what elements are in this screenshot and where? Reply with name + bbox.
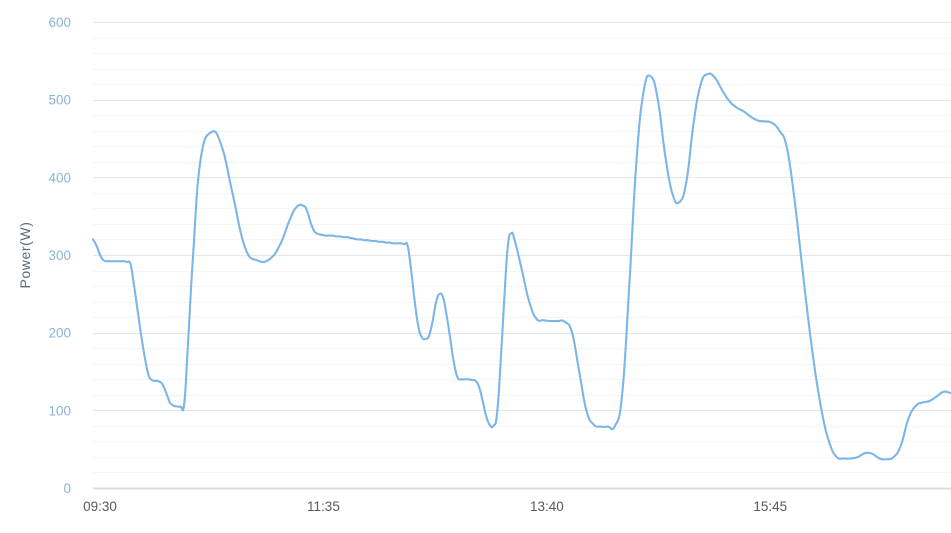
- y-tick-label: 300: [48, 248, 71, 263]
- y-tick-label: 100: [48, 403, 71, 418]
- y-axis-tick-labels: 0 100 200 300 400 500 600: [48, 15, 71, 496]
- series-group: [91, 72, 951, 461]
- x-tick-label: 15:45: [753, 499, 787, 514]
- y-tick-label: 0: [63, 481, 71, 496]
- x-axis-tick-labels: 09:30 11:35 13:40 15:45: [83, 499, 787, 514]
- y-tick-label: 400: [48, 170, 71, 185]
- major-gridlines: [93, 21, 951, 490]
- power-series-line: [91, 72, 951, 461]
- x-tick-label: 09:30: [83, 499, 117, 514]
- x-tick-label: 11:35: [307, 499, 340, 514]
- y-axis-title: Power(W): [17, 221, 33, 288]
- y-axis-title-text: Power(W): [17, 221, 33, 288]
- y-tick-label: 500: [48, 93, 71, 108]
- x-tick-label: 13:40: [530, 499, 564, 514]
- minor-gridlines: [93, 38, 951, 473]
- y-tick-label: 600: [48, 15, 71, 30]
- y-tick-label: 200: [48, 326, 71, 341]
